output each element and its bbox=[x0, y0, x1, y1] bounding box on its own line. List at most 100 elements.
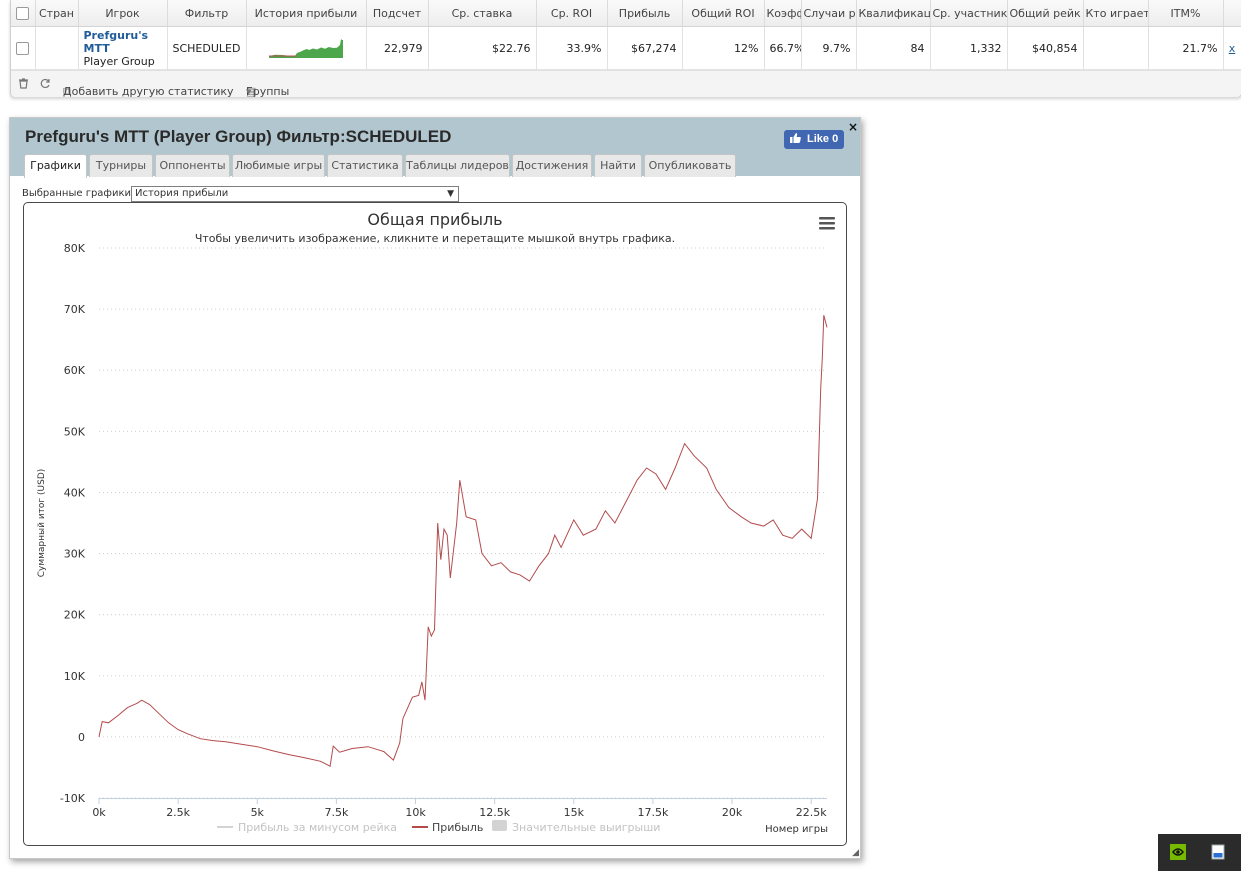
series-line-profit[interactable] bbox=[98, 315, 828, 767]
total-rake-cell: $40,854 bbox=[1007, 26, 1084, 70]
y-tick-label: 20K bbox=[64, 609, 86, 622]
remove-cell[interactable]: x bbox=[1223, 26, 1241, 70]
chart-subtitle: Чтобы увеличить изображение, кликните и … bbox=[195, 232, 675, 245]
legend-item-big-wins[interactable]: Значительные выигрыши bbox=[492, 820, 660, 834]
x-tick-label: 12.5k bbox=[479, 806, 510, 819]
window-header[interactable]: Prefguru's MTT (Player Group) Фильтр:SCH… bbox=[10, 118, 860, 178]
player-cell[interactable]: Prefguru's MTT Player Group bbox=[78, 26, 168, 70]
header-total-rake[interactable]: Общий рейк bbox=[1007, 0, 1084, 27]
player-stats-window: Prefguru's MTT (Player Group) Фильтр:SCH… bbox=[9, 117, 861, 859]
chart-title: Общая прибыль bbox=[367, 210, 502, 229]
stats-table-panel: Стран Игрок Фильтр История прибыли Подсч… bbox=[10, 0, 1241, 98]
groups-label: Группы bbox=[246, 85, 290, 98]
legend-item-net-profit[interactable]: Прибыль за минусом рейка bbox=[217, 821, 397, 834]
player-name-link[interactable]: Prefguru's MTT bbox=[83, 28, 149, 55]
window-icon[interactable] bbox=[1210, 844, 1226, 860]
y-axis-label: Суммарный итог (USD) bbox=[37, 469, 47, 578]
header-count[interactable]: Подсчет bbox=[366, 0, 429, 27]
header-avg-roi[interactable]: Ср. ROI bbox=[536, 0, 608, 27]
sparkline-area bbox=[269, 38, 343, 58]
chevron-down-icon: ▾ bbox=[246, 85, 252, 98]
header-cases[interactable]: Случаи р bbox=[801, 0, 857, 27]
avg-participants-cell: 1,332 bbox=[930, 26, 1008, 70]
refresh-icon[interactable] bbox=[40, 78, 51, 92]
y-tick-label: 10K bbox=[64, 670, 86, 683]
dropdown-arrow-icon: ▼ bbox=[447, 189, 454, 199]
header-itm[interactable]: ITM% bbox=[1148, 0, 1224, 27]
header-country[interactable]: Стран bbox=[35, 0, 79, 27]
chart-select-label: Выбранные графики: bbox=[22, 188, 135, 199]
add-stats-label: Добавить другую статистику bbox=[63, 85, 234, 98]
chart-menu-icon[interactable] bbox=[819, 217, 835, 230]
table-header-row: Стран Игрок Фильтр История прибыли Подсч… bbox=[11, 0, 1241, 27]
tab-favorite-games[interactable]: Любимые игры bbox=[232, 154, 325, 177]
nvidia-icon[interactable] bbox=[1170, 844, 1186, 860]
header-select-all[interactable] bbox=[11, 0, 36, 27]
tab-search[interactable]: Найти bbox=[594, 154, 642, 177]
resize-handle-icon[interactable]: ◢ bbox=[852, 848, 859, 858]
profit-cell: $67,274 bbox=[607, 26, 683, 70]
x-tick-label: 20k bbox=[722, 806, 743, 819]
tab-leaderboards[interactable]: Таблицы лидеров bbox=[405, 154, 510, 177]
legend-label-profit: Прибыль bbox=[432, 821, 483, 834]
profit-history-cell[interactable] bbox=[246, 26, 367, 70]
x-tick-label: 5k bbox=[251, 806, 265, 819]
legend-item-profit[interactable]: Прибыль bbox=[412, 821, 483, 834]
chart-container[interactable]: -10K 0 10K 20K 30K 40K 50K 60K 70K 80K 0k 2.5k 5k 7.… bbox=[23, 202, 847, 846]
header-filter[interactable]: Фильтр bbox=[167, 0, 247, 27]
trash-icon[interactable] bbox=[18, 78, 29, 92]
facebook-like-button[interactable]: Like 0 bbox=[784, 130, 844, 149]
y-tick-label: 70K bbox=[64, 303, 86, 316]
country-cell bbox=[35, 26, 79, 70]
x-tick-label: 17.5k bbox=[637, 806, 668, 819]
row-checkbox[interactable] bbox=[16, 41, 30, 55]
x-tick-label: 15k bbox=[564, 806, 585, 819]
header-player[interactable]: Игрок bbox=[78, 0, 168, 27]
x-axis-label: Номер игры bbox=[765, 824, 828, 835]
header-profit[interactable]: Прибыль bbox=[607, 0, 683, 27]
itm-cell: 21.7% bbox=[1148, 26, 1224, 70]
select-all-checkbox[interactable] bbox=[16, 6, 30, 20]
chart-select-value: История прибыли bbox=[135, 188, 229, 199]
system-tray bbox=[1158, 834, 1241, 871]
header-total-roi[interactable]: Общий ROI bbox=[682, 0, 765, 27]
x-tick-label: 22.5k bbox=[796, 806, 827, 819]
cases-cell: 9.7% bbox=[801, 26, 857, 70]
qualif-cell: 84 bbox=[856, 26, 931, 70]
tab-statistics[interactable]: Статистика bbox=[327, 154, 403, 177]
header-qualif[interactable]: Квалификац bbox=[856, 0, 931, 27]
avg-stake-cell: $22.76 bbox=[428, 26, 537, 70]
count-cell: 22,979 bbox=[366, 26, 429, 70]
header-remove bbox=[1223, 0, 1241, 27]
table-row[interactable]: Prefguru's MTT Player Group SCHEDULED 22… bbox=[11, 26, 1241, 70]
tab-publish[interactable]: Опубликовать bbox=[644, 154, 736, 177]
who-plays-cell bbox=[1083, 26, 1149, 70]
y-tick-label: 0 bbox=[78, 731, 85, 744]
header-who-plays[interactable]: Кто играет bbox=[1083, 0, 1149, 27]
header-avg-participants[interactable]: Ср. участник bbox=[930, 0, 1008, 27]
legend-label-net-profit: Прибыль за минусом рейка bbox=[238, 821, 397, 834]
total-roi-cell: 12% bbox=[682, 26, 765, 70]
profit-history-sparkline[interactable] bbox=[269, 36, 343, 58]
tab-charts[interactable]: Графики bbox=[24, 154, 87, 178]
x-tick-label: 10k bbox=[405, 806, 426, 819]
x-tick-label: 0k bbox=[92, 806, 106, 819]
tab-achievements[interactable]: Достижения bbox=[512, 154, 592, 177]
close-icon[interactable]: × bbox=[847, 120, 858, 134]
chart-select[interactable]: История прибыли ▼ bbox=[131, 186, 459, 202]
profit-chart[interactable]: -10K 0 10K 20K 30K 40K 50K 60K 70K 80K 0k 2.5k 5k 7.… bbox=[24, 203, 846, 845]
header-profit-history[interactable]: История прибыли bbox=[246, 0, 367, 27]
thumbs-up-icon bbox=[789, 130, 802, 149]
table-toolbar: ⧉ Добавить другую статистику ▤ Группы ▾ bbox=[11, 70, 1241, 98]
like-label: Like 0 bbox=[807, 133, 839, 145]
tab-opponents[interactable]: Оппоненты bbox=[155, 154, 230, 177]
legend-label-big-wins: Значительные выигрыши bbox=[512, 821, 660, 834]
header-coeff[interactable]: Коэфф bbox=[764, 0, 802, 27]
chart-legend: Прибыль за минусом рейка Прибыль Значите… bbox=[217, 820, 660, 834]
remove-row-link[interactable]: x bbox=[1228, 41, 1236, 55]
x-axis-ticks: 0k 2.5k 5k 7.5k 10k 12.5k 15k 17.5k 20k 22.5k bbox=[92, 798, 827, 819]
tab-tournaments[interactable]: Турниры bbox=[89, 154, 153, 177]
stats-table: Стран Игрок Фильтр История прибыли Подсч… bbox=[11, 0, 1241, 70]
row-select-cell[interactable] bbox=[11, 26, 36, 70]
header-avg-stake[interactable]: Ср. ставка bbox=[428, 0, 537, 27]
